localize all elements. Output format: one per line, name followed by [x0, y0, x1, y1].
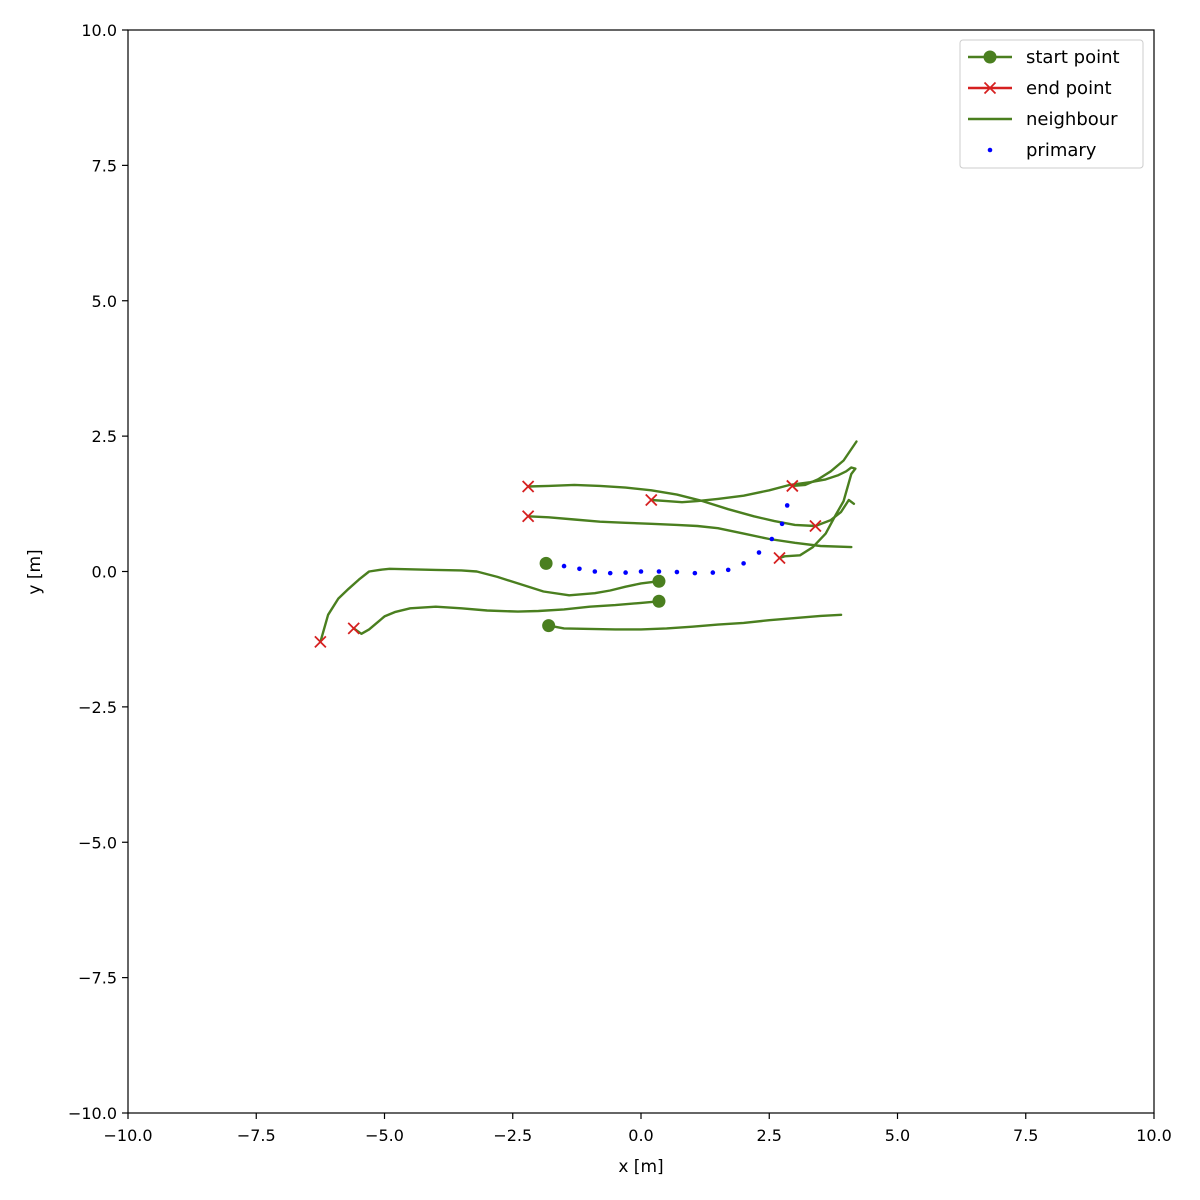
- y-tick-label: 0.0: [92, 563, 117, 582]
- end-point-marker: [522, 510, 535, 523]
- x-tick-label: −10.0: [103, 1126, 152, 1145]
- primary-point: [710, 570, 716, 575]
- x-tick-label: 0.0: [628, 1126, 653, 1145]
- y-tick-label: 7.5: [92, 156, 117, 175]
- primary-point: [638, 569, 644, 574]
- primary-point: [769, 536, 775, 542]
- primary-point: [779, 521, 785, 527]
- x-tick-label: 2.5: [757, 1126, 782, 1145]
- legend-label: neighbour: [1026, 109, 1118, 130]
- y-tick-label: 10.0: [81, 21, 117, 40]
- end-point-marker: [314, 635, 327, 649]
- x-tick-label: −7.5: [237, 1126, 276, 1145]
- primary-point: [607, 570, 613, 576]
- end-point-marker: [347, 622, 360, 635]
- markers-layer: [314, 479, 822, 649]
- x-axis-label: x [m]: [618, 1157, 663, 1177]
- end-point-marker: [522, 480, 535, 493]
- primary-point: [674, 569, 680, 575]
- neighbour-line-5: [526, 483, 856, 528]
- y-axis-label: y [m]: [25, 549, 45, 594]
- legend-label: primary: [1026, 140, 1097, 161]
- end-point-marker: [786, 479, 799, 493]
- x-tick-label: 10.0: [1136, 1126, 1172, 1145]
- primary-point: [725, 567, 731, 573]
- x-tick-label: 7.5: [1013, 1126, 1038, 1145]
- x-tick-label: −5.0: [365, 1126, 404, 1145]
- y-tick-label: 2.5: [92, 427, 117, 446]
- y-tick-label: −7.5: [78, 969, 117, 988]
- neighbour-line-2: [352, 600, 661, 635]
- end-point-marker: [645, 493, 658, 507]
- legend-item: end point: [968, 78, 1112, 99]
- primary-point: [577, 566, 582, 572]
- y-tick-label: −10.0: [68, 1104, 117, 1123]
- start-point-marker: [539, 556, 553, 570]
- start-point-marker: [652, 574, 666, 588]
- end-point-marker: [773, 551, 786, 565]
- y-axis-ticks: −10.0 −7.5 −5.0 −2.5 0.0 2.5 5.0 7.5 10.0: [68, 21, 128, 1123]
- primary-point: [623, 570, 628, 575]
- start-point-marker: [542, 619, 556, 633]
- legend-item: primary: [987, 140, 1097, 161]
- x-tick-label: −2.5: [493, 1126, 532, 1145]
- neighbour-line-6: [526, 515, 853, 549]
- y-tick-label: −5.0: [78, 833, 117, 852]
- legend-dot-icon: [987, 147, 993, 153]
- legend-item: start point: [968, 47, 1120, 68]
- x-axis-ticks: −10.0 −7.5 −5.0 −2.5 0.0 2.5 5.0 7.5 10.0: [103, 1113, 1172, 1145]
- y-tick-label: 5.0: [92, 292, 117, 311]
- legend-label: start point: [1026, 47, 1120, 68]
- y-tick-label: −2.5: [78, 698, 117, 717]
- legend: start point end point neighbour primary: [959, 39, 1144, 169]
- primary-point: [561, 563, 567, 569]
- neighbour-line-1: [319, 567, 661, 644]
- primary-point: [656, 569, 662, 574]
- plot-frame: [127, 29, 1155, 1114]
- legend-circle-icon: [983, 50, 997, 64]
- legend-box: [959, 39, 1144, 169]
- neighbour-line-4: [650, 466, 857, 560]
- primary-point: [592, 569, 598, 574]
- start-point-marker: [652, 594, 666, 608]
- legend-label: end point: [1026, 78, 1112, 99]
- neighbour-line-7: [791, 440, 858, 488]
- neighbour-line-3: [547, 613, 843, 631]
- primary-point: [741, 561, 746, 566]
- series-layer: [319, 440, 858, 644]
- legend-item: neighbour: [968, 109, 1118, 130]
- x-tick-label: 5.0: [885, 1126, 910, 1145]
- primary-point: [756, 550, 762, 555]
- end-point-marker: [809, 519, 822, 533]
- primary-point: [784, 503, 790, 508]
- primary-point: [692, 570, 698, 576]
